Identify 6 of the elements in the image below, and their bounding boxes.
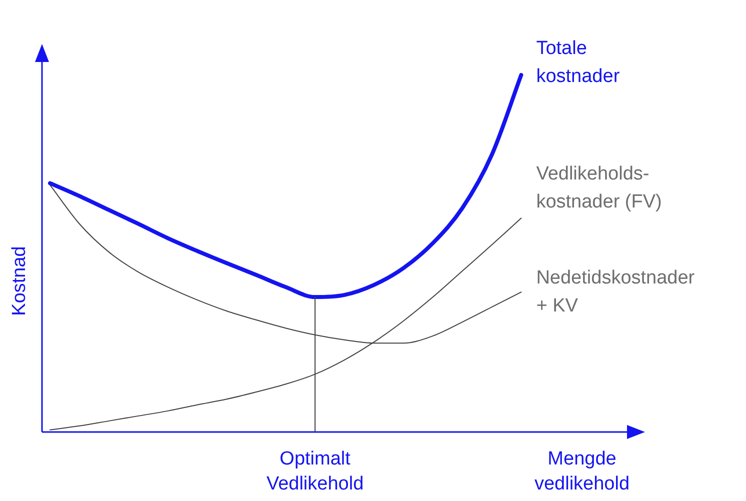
text: Optimalt Vedlikehold xyxy=(266,448,364,495)
series-label: Vedlikeholds- kostnader (FV) xyxy=(536,163,662,212)
x-axis-title: Mengde vedlikehold xyxy=(534,448,630,495)
series-label: Nedetidskostnader + KV xyxy=(536,267,696,316)
y-axis-title: Kostnad xyxy=(9,246,30,316)
series-label: Totale kostnader xyxy=(536,38,620,88)
